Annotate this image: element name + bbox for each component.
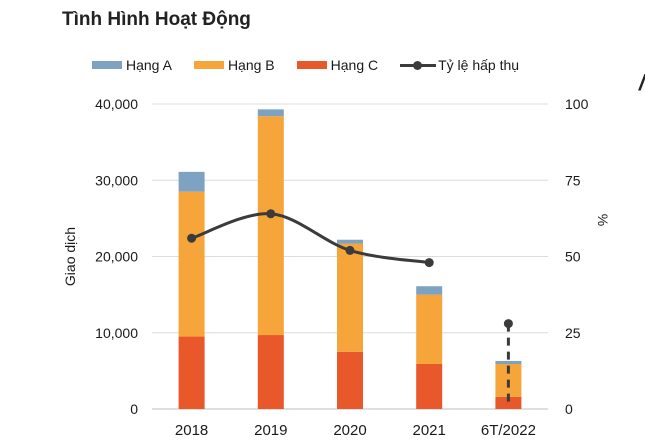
bar-hạng-c xyxy=(178,336,205,409)
bar-hạng-a xyxy=(178,171,205,192)
y-right-tick-label: 50 xyxy=(565,249,581,265)
line-series-absorption-rate xyxy=(191,212,430,265)
line-point xyxy=(424,258,434,268)
x-tick-label: 2018 xyxy=(175,422,208,439)
legend-swatch xyxy=(92,61,122,69)
legend-label: Hạng A xyxy=(126,57,172,73)
bar-hạng-c xyxy=(257,335,284,409)
legend-swatch xyxy=(400,60,437,70)
edge-glyph: / xyxy=(638,70,645,95)
legend-label: Hạng B xyxy=(227,57,275,73)
y-left-tick-label: 40,000 xyxy=(95,96,138,112)
x-tick-label: 2019 xyxy=(254,422,287,439)
chart-title: Tình Hình Hoạt Động xyxy=(62,9,251,30)
bar-hạng-a xyxy=(337,239,363,244)
y-right-tick-label: 0 xyxy=(565,401,573,417)
y-right-tick-label: 25 xyxy=(565,325,581,341)
legend-label: Hạng C xyxy=(330,57,379,73)
legend-item-2: Hạng C xyxy=(296,57,379,73)
bar-hạng-b xyxy=(416,294,443,365)
line-point xyxy=(266,209,276,219)
legend-swatch xyxy=(193,61,224,69)
bar-hạng-a xyxy=(257,109,284,117)
legend-label: Tỷ lệ hấp thụ xyxy=(438,57,520,73)
line-point xyxy=(345,245,355,255)
y-right-tick-label: 100 xyxy=(565,96,589,112)
bar-hạng-b xyxy=(337,243,363,352)
legend-item-1: Hạng B xyxy=(193,57,275,73)
y-left-tick-label: 10,000 xyxy=(95,325,138,341)
y-right-axis-title: % xyxy=(595,214,611,226)
y-left-axis-title: Giao dịch xyxy=(62,227,78,286)
y-left-tick-label: 30,000 xyxy=(95,172,138,188)
bar-hạng-a xyxy=(416,286,443,295)
legend-item-0: Hạng A xyxy=(92,57,172,73)
legend-item-3: Tỷ lệ hấp thụ xyxy=(400,57,519,73)
bar-hạng-b xyxy=(178,191,205,337)
line-point xyxy=(503,319,513,329)
bar-hạng-c xyxy=(416,364,443,409)
y-left-tick-label: 0 xyxy=(130,401,138,417)
chart-legend: Hạng A Hạng B Hạng C Tỷ lệ hấp thụ xyxy=(92,57,541,73)
x-tick-label: 2020 xyxy=(333,422,366,439)
bar-hạng-c xyxy=(495,396,522,409)
bar-hạng-b xyxy=(257,116,284,336)
line-point xyxy=(187,233,197,243)
bar-hạng-a xyxy=(495,360,522,365)
y-left-tick-label: 20,000 xyxy=(95,249,138,265)
x-tick-label: 2021 xyxy=(413,422,446,439)
bar-hạng-c xyxy=(337,351,363,409)
x-tick-label: 6T/2022 xyxy=(481,422,536,439)
y-right-tick-label: 75 xyxy=(565,172,581,188)
legend-swatch xyxy=(296,61,327,69)
